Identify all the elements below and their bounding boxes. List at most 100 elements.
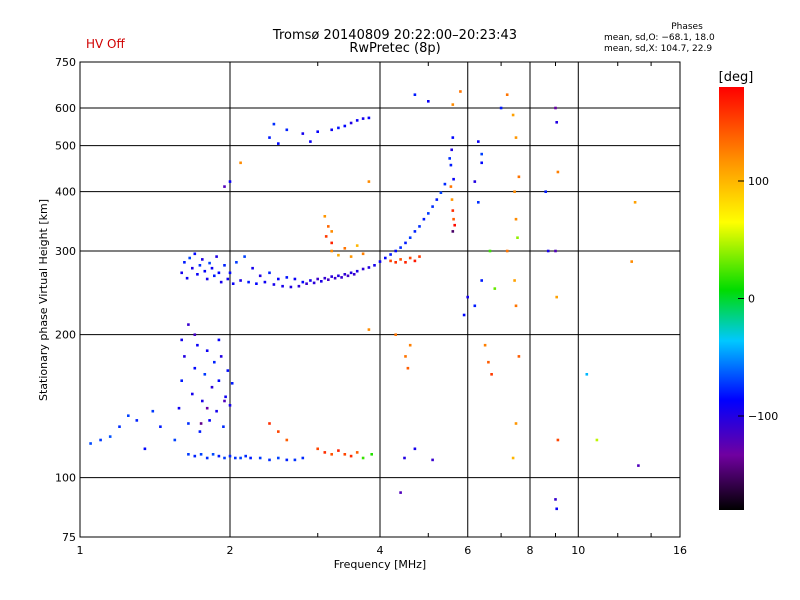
data-point xyxy=(448,157,451,160)
data-point xyxy=(263,280,267,284)
data-point xyxy=(477,140,480,143)
data-point xyxy=(272,283,276,286)
x-tick-label: 6 xyxy=(464,544,471,557)
data-point xyxy=(513,279,516,282)
data-point xyxy=(330,453,333,456)
data-point xyxy=(367,116,371,120)
data-point xyxy=(546,249,550,253)
data-point xyxy=(180,338,183,342)
data-point xyxy=(505,249,509,253)
x-tick-label: 16 xyxy=(673,544,687,557)
data-point xyxy=(301,132,305,135)
data-point xyxy=(226,277,230,281)
data-point xyxy=(384,256,387,260)
data-point xyxy=(466,295,469,299)
data-point xyxy=(268,422,271,425)
data-point xyxy=(316,447,319,451)
data-point xyxy=(330,241,333,245)
colorbar-tick-label: −100 xyxy=(748,410,778,423)
colorbar-tick-label: 100 xyxy=(748,175,769,188)
data-point xyxy=(340,276,343,279)
chart-subtitle: RwPretec (8p) xyxy=(349,41,441,56)
data-point xyxy=(451,230,455,233)
data-point xyxy=(268,271,271,275)
data-point xyxy=(118,425,121,428)
data-point xyxy=(349,454,353,458)
data-point xyxy=(394,249,397,253)
data-point xyxy=(343,124,347,128)
data-point xyxy=(224,395,227,399)
y-tick-label: 400 xyxy=(55,186,76,199)
data-point xyxy=(180,379,183,382)
data-point xyxy=(337,449,340,452)
data-point xyxy=(187,323,190,326)
data-point xyxy=(361,252,365,256)
data-point xyxy=(439,191,443,194)
data-point xyxy=(355,269,359,273)
data-point xyxy=(408,256,412,260)
data-point xyxy=(235,261,238,264)
data-point xyxy=(418,225,421,228)
data-point xyxy=(312,281,316,285)
data-point xyxy=(217,271,221,275)
data-point xyxy=(477,201,480,204)
data-point xyxy=(505,93,509,96)
data-point xyxy=(219,280,223,284)
colorbar-tick-label: 0 xyxy=(748,293,755,306)
data-point xyxy=(427,212,430,215)
data-point xyxy=(404,261,407,264)
data-point xyxy=(277,142,280,145)
data-point xyxy=(480,152,483,156)
data-point xyxy=(213,274,216,278)
data-point xyxy=(555,295,558,299)
data-point xyxy=(488,249,492,253)
y-tick-label: 75 xyxy=(62,531,76,544)
data-point xyxy=(316,277,319,281)
data-point xyxy=(205,456,209,460)
data-point xyxy=(247,280,250,284)
data-point xyxy=(514,217,518,221)
data-point xyxy=(431,458,434,462)
data-point xyxy=(450,148,453,152)
data-point xyxy=(205,406,209,410)
data-point xyxy=(343,247,347,250)
data-point xyxy=(330,249,333,253)
data-point xyxy=(352,273,356,276)
data-point xyxy=(487,360,490,364)
y-tick-label: 750 xyxy=(55,56,76,69)
data-point xyxy=(349,121,353,125)
data-point xyxy=(373,264,376,267)
y-tick-label: 300 xyxy=(55,245,76,258)
data-point xyxy=(244,454,247,458)
data-point xyxy=(268,136,271,139)
data-point xyxy=(226,369,230,372)
data-point xyxy=(272,122,276,126)
data-point xyxy=(389,253,392,256)
data-point xyxy=(258,456,262,460)
data-point xyxy=(285,438,289,442)
data-point xyxy=(349,255,353,258)
data-point xyxy=(327,225,330,228)
data-point xyxy=(355,451,359,454)
data-point xyxy=(223,185,226,188)
data-point xyxy=(210,266,214,270)
data-point xyxy=(159,425,162,428)
data-point xyxy=(431,205,434,208)
data-point xyxy=(301,280,305,284)
data-point xyxy=(452,217,455,221)
data-point xyxy=(203,269,207,273)
data-point xyxy=(337,274,340,278)
data-point xyxy=(108,435,112,438)
data-point xyxy=(555,507,558,511)
data-point xyxy=(177,406,181,410)
data-point xyxy=(449,163,453,167)
data-point xyxy=(450,198,454,201)
data-point xyxy=(330,230,333,233)
data-point xyxy=(211,453,215,456)
data-point xyxy=(514,422,518,425)
y-tick-labels: 75 100 200 300 400 500 600 750 xyxy=(55,56,76,544)
data-point xyxy=(556,170,560,174)
data-point xyxy=(201,399,204,403)
data-point xyxy=(217,338,221,342)
data-point xyxy=(453,223,456,227)
